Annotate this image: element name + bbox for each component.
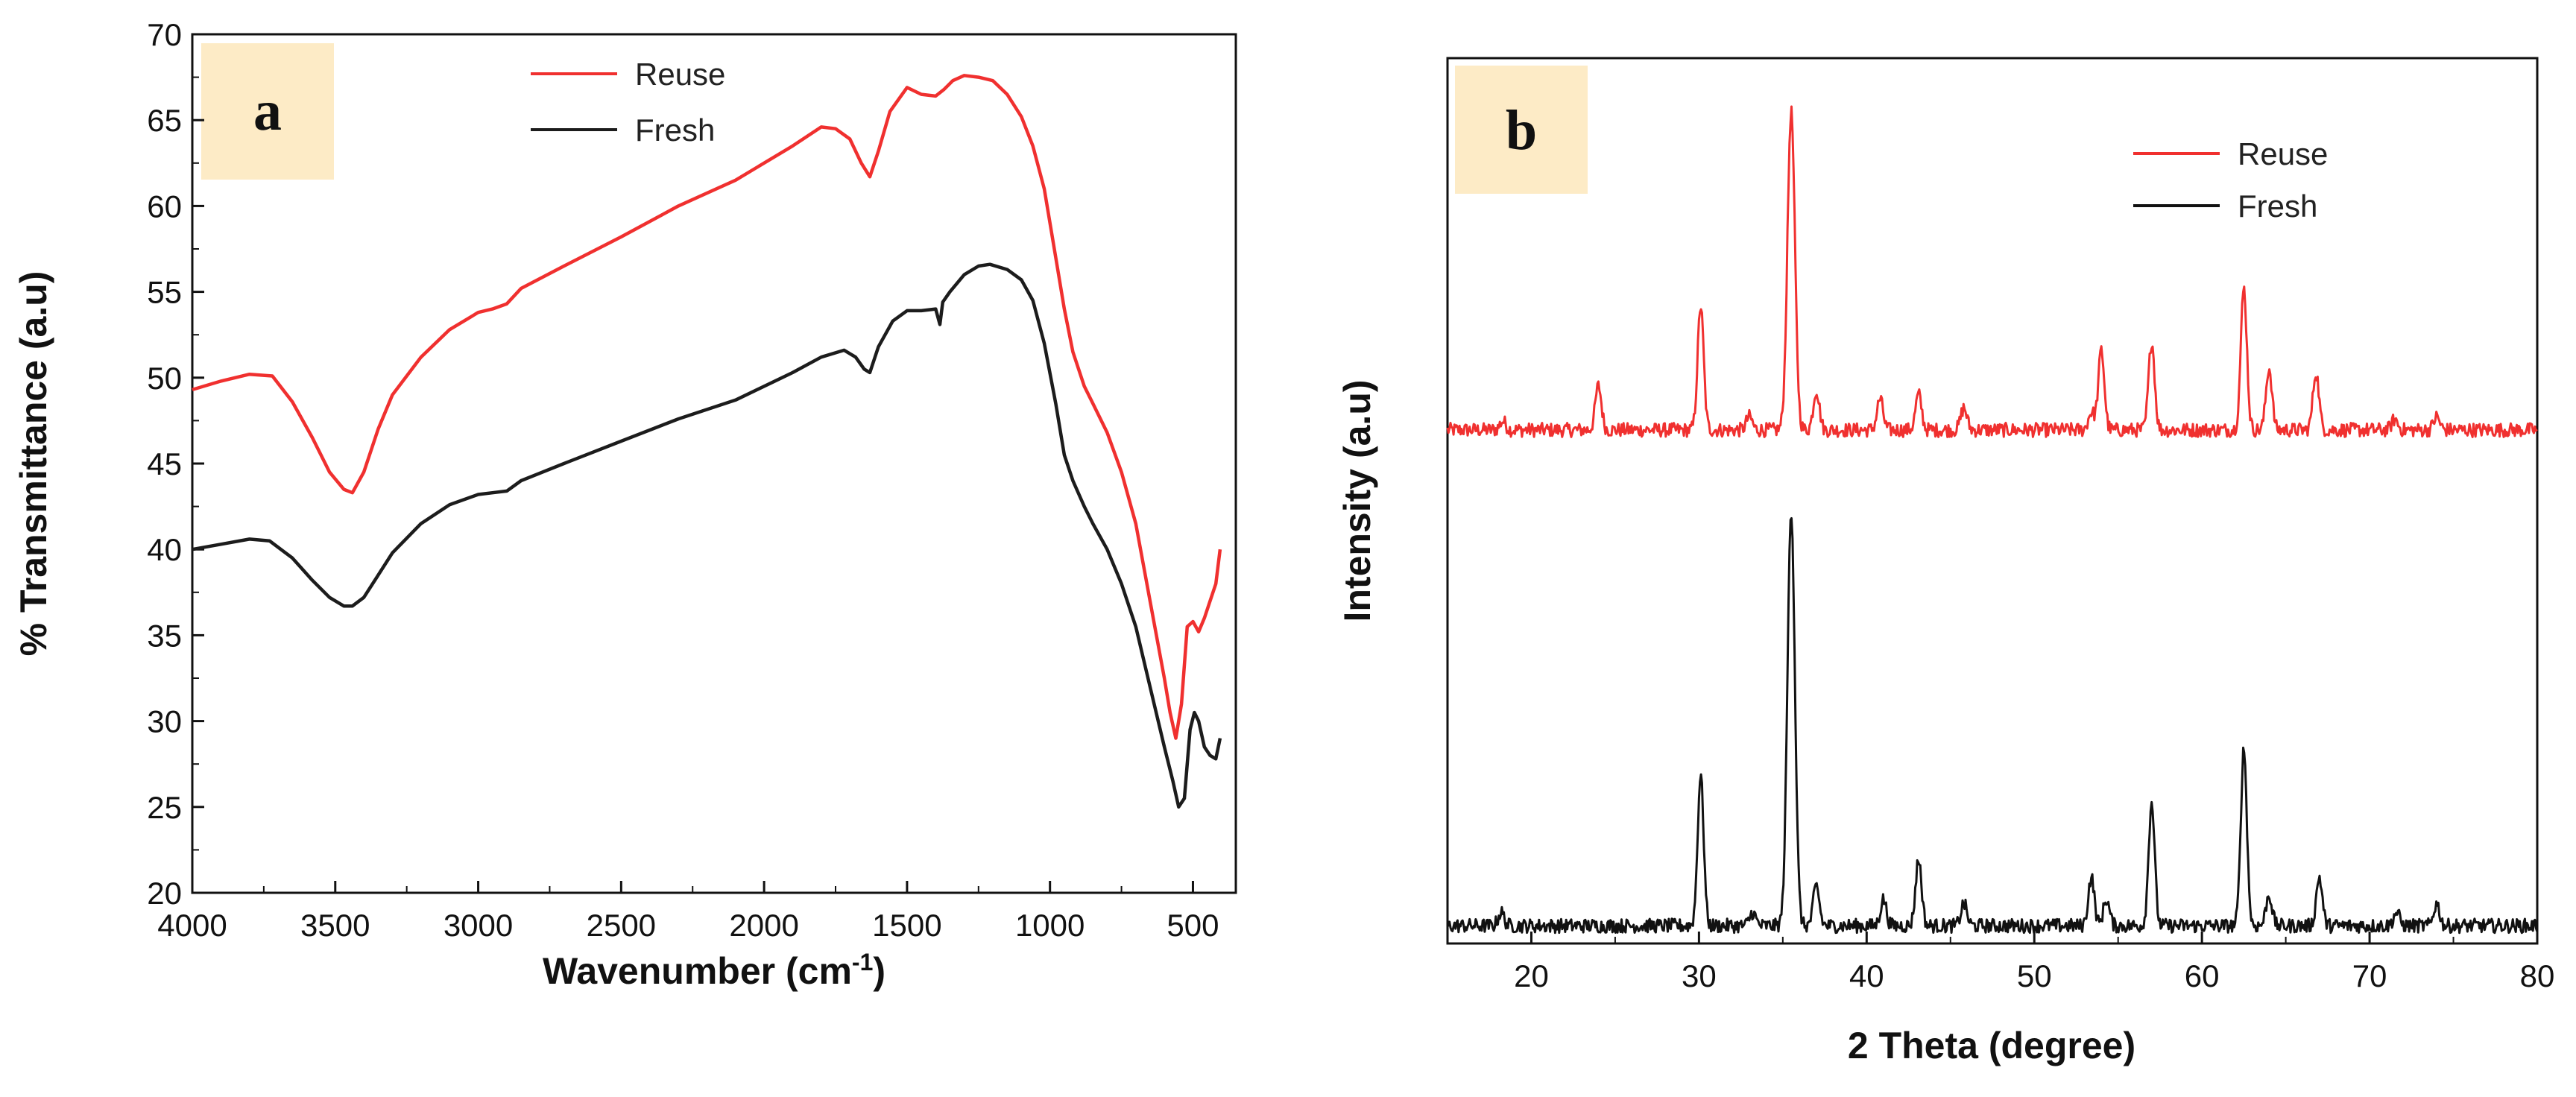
xrd-chart-panel: b 20 30 40 50 60 70 80 Reuse Fresh 2 Theta (de… <box>1336 57 2555 1066</box>
x-axis-title-a: Wavenumber (cm-1) <box>543 949 886 992</box>
legend-b: Reuse Fresh <box>2133 136 2328 224</box>
series-group-b <box>1446 105 2539 935</box>
y-tick-label: 60 <box>147 189 182 224</box>
x-tick-label: 500 <box>1167 908 1219 943</box>
y-tick-label: 45 <box>147 446 182 481</box>
x-tick-label: 20 <box>1514 958 1549 993</box>
y-tick-label: 35 <box>147 618 182 653</box>
x-tick-label: 40 <box>1849 958 1884 993</box>
y-tick-label: 20 <box>147 876 182 911</box>
legend-label-reuse-a: Reuse <box>635 57 725 92</box>
legend-label-reuse-b: Reuse <box>2238 136 2328 171</box>
y-tick-label: 65 <box>147 103 182 138</box>
x-axis-title-b: 2 Theta (degree) <box>1848 1025 2135 1066</box>
x-tick-label: 1000 <box>1015 908 1085 943</box>
legend-a: Reuse Fresh <box>531 57 725 148</box>
x-tick-label: 80 <box>2520 958 2555 993</box>
x-tick-label: 3500 <box>300 908 370 943</box>
axis-ticks-a: 4000 3500 3000 2500 2000 1500 1000 500 20 25 30 35 4… <box>147 17 1219 943</box>
x-tick-label: 2500 <box>587 908 656 943</box>
y-tick-label: 50 <box>147 361 182 396</box>
y-tick-label: 55 <box>147 275 182 310</box>
ftir-chart-panel: a 4000 3500 3000 2500 2000 1500 1000 500 20 25 30 3… <box>13 17 1237 992</box>
series-group-a <box>192 74 1222 809</box>
series-line-fresh <box>192 262 1222 809</box>
panel-label-b: b <box>1506 99 1537 162</box>
x-tick-label: 30 <box>1682 958 1717 993</box>
x-tick-label: 70 <box>2352 958 2387 993</box>
y-tick-label: 25 <box>147 790 182 825</box>
panel-label-box-b <box>1455 66 1588 194</box>
axis-ticks-b: 20 30 40 50 60 70 80 <box>1447 932 2555 993</box>
y-tick-label: 70 <box>147 17 182 52</box>
legend-label-fresh-b: Fresh <box>2238 189 2317 224</box>
plot-frame-b <box>1446 57 2539 945</box>
x-tick-label: 60 <box>2185 958 2220 993</box>
series-line-reuse <box>1446 105 2538 438</box>
x-tick-label: 4000 <box>157 908 227 943</box>
panel-label-box-a <box>201 43 334 180</box>
x-tick-label: 2000 <box>729 908 798 943</box>
x-tick-label: 1500 <box>872 908 941 943</box>
plot-frame-a <box>191 33 1237 894</box>
y-tick-label: 40 <box>147 532 182 567</box>
y-tick-label: 30 <box>147 704 182 739</box>
panel-label-a: a <box>253 80 282 142</box>
series-line-reuse <box>192 74 1222 740</box>
y-axis-title-a: % Transmittance (a.u) <box>13 271 54 657</box>
legend-label-fresh-a: Fresh <box>635 113 715 148</box>
series-line-fresh <box>1446 516 2539 935</box>
y-axis-title-b: Intensity (a.u) <box>1336 379 1378 622</box>
x-tick-label: 3000 <box>443 908 513 943</box>
x-tick-label: 50 <box>2017 958 2052 993</box>
